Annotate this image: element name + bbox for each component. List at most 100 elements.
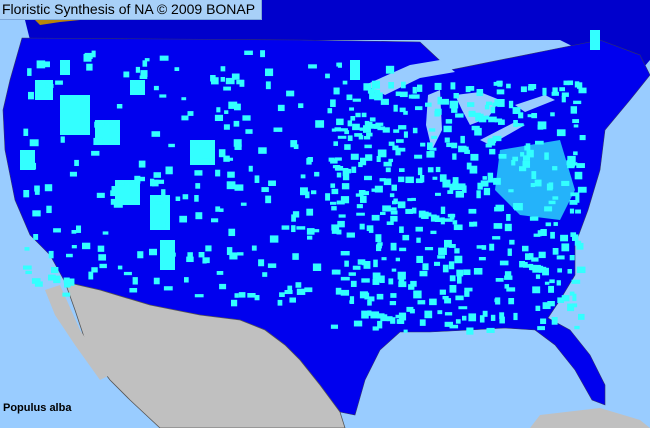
presence-patch <box>344 144 351 150</box>
presence-patch <box>396 147 406 152</box>
presence-patch <box>194 195 199 202</box>
presence-patch <box>234 184 244 191</box>
presence-patch <box>134 81 142 88</box>
presence-patch <box>553 222 558 226</box>
presence-patch <box>420 142 426 147</box>
presence-patch <box>490 106 496 114</box>
presence-patch <box>331 206 337 211</box>
presence-patch <box>439 289 446 295</box>
presence-patch <box>254 295 260 301</box>
presence-patch <box>269 235 279 243</box>
presence-patch <box>23 128 29 136</box>
presence-patch <box>572 119 580 124</box>
presence-patch <box>398 320 405 324</box>
presence-patch <box>60 136 65 143</box>
presence-patch <box>132 277 138 285</box>
presence-patch <box>205 245 212 252</box>
presence-patch <box>123 271 132 276</box>
presence-patch <box>415 106 423 111</box>
presence-patch <box>359 127 366 131</box>
presence-patch <box>494 298 500 303</box>
presence-patch <box>300 174 306 179</box>
presence-patch <box>160 240 175 270</box>
presence-patch <box>307 235 313 240</box>
presence-patch <box>389 193 395 198</box>
presence-patch <box>44 184 53 192</box>
presence-patch <box>223 155 230 162</box>
presence-patch <box>376 293 384 300</box>
presence-patch <box>159 94 167 98</box>
presence-patch <box>567 80 574 86</box>
presence-patch <box>97 245 105 252</box>
presence-patch <box>353 320 363 327</box>
presence-patch <box>226 247 233 256</box>
presence-patch <box>467 102 475 107</box>
presence-patch <box>333 141 339 146</box>
presence-patch <box>572 293 577 301</box>
presence-patch <box>138 160 146 168</box>
presence-patch <box>340 251 350 256</box>
presence-patch <box>557 297 565 303</box>
presence-patch <box>356 212 365 216</box>
presence-patch <box>563 80 570 86</box>
presence-patch <box>579 135 586 141</box>
presence-patch <box>179 215 188 223</box>
presence-patch <box>527 114 533 118</box>
presence-patch <box>364 175 372 181</box>
presence-patch <box>496 80 503 86</box>
presence-patch <box>331 188 339 195</box>
presence-patch <box>220 66 226 72</box>
presence-patch <box>171 252 176 257</box>
presence-patch <box>355 193 364 197</box>
presence-patch <box>375 89 381 94</box>
presence-patch <box>331 229 339 234</box>
presence-patch <box>350 116 356 121</box>
presence-patch <box>550 231 555 239</box>
presence-patch <box>152 179 159 187</box>
presence-patch <box>507 248 512 256</box>
presence-patch <box>290 140 298 148</box>
presence-patch <box>223 86 231 91</box>
presence-patch <box>532 286 541 294</box>
presence-patch <box>442 296 449 300</box>
presence-patch <box>306 208 314 216</box>
presence-patch <box>549 279 555 284</box>
presence-patch <box>375 234 382 243</box>
presence-patch <box>184 277 189 283</box>
presence-patch <box>27 68 32 76</box>
presence-patch <box>265 68 274 77</box>
presence-patch <box>449 275 456 282</box>
presence-patch <box>43 61 50 68</box>
presence-patch <box>155 179 165 184</box>
presence-patch <box>315 120 325 128</box>
presence-patch <box>254 175 260 183</box>
presence-patch <box>476 89 484 97</box>
presence-patch <box>442 179 451 188</box>
presence-patch <box>393 129 400 133</box>
presence-patch <box>226 181 236 190</box>
presence-patch <box>451 142 458 149</box>
presence-patch <box>488 138 497 143</box>
presence-patch <box>60 95 90 135</box>
presence-patch <box>550 112 555 117</box>
presence-patch <box>386 221 394 225</box>
presence-patch <box>573 162 578 166</box>
presence-patch <box>388 278 394 285</box>
presence-patch <box>99 263 107 269</box>
presence-patch <box>342 168 349 176</box>
presence-patch <box>379 275 385 283</box>
presence-patch <box>446 142 455 148</box>
presence-patch <box>569 200 578 205</box>
presence-patch <box>228 228 236 237</box>
presence-patch <box>314 171 320 177</box>
presence-patch <box>352 98 361 102</box>
presence-patch <box>182 194 189 200</box>
presence-patch <box>385 65 395 74</box>
presence-patch <box>187 252 193 259</box>
presence-patch <box>34 281 43 287</box>
presence-patch <box>281 225 290 230</box>
presence-patch <box>424 247 434 251</box>
presence-patch <box>533 233 541 237</box>
presence-patch <box>537 230 542 237</box>
presence-patch <box>452 153 457 160</box>
